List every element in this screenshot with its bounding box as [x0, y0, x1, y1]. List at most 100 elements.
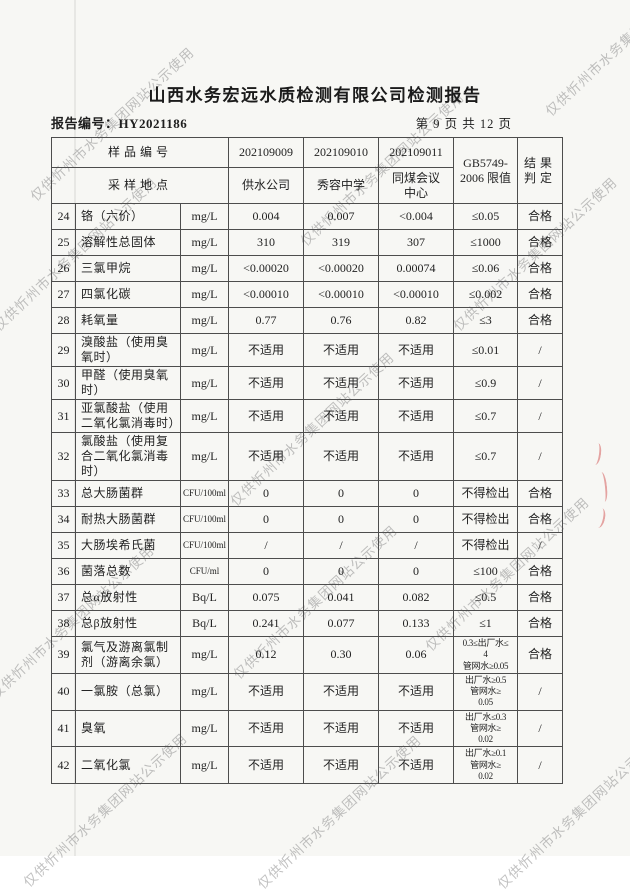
result-value: 合格: [517, 584, 564, 611]
value-sample-2: 0: [303, 480, 380, 507]
limit-value: 出厂水≥0.1 管网水≥ 0.02: [453, 746, 519, 784]
parameter-name: 三氯甲烷: [75, 255, 181, 282]
parameter-name: 耐热大肠菌群: [75, 506, 181, 533]
value-sample-3: 0.82: [378, 307, 455, 334]
parameter-name: 溴酸盐（使用臭氧时）: [75, 333, 181, 367]
table-row: 33 总大肠菌群 CFU/100ml 0 0 0 不得检出 合格: [51, 480, 564, 507]
unit: mg/L: [179, 432, 230, 481]
row-number: 37: [51, 584, 76, 611]
table-row: 29 溴酸盐（使用臭氧时） mg/L 不适用 不适用 不适用 ≤0.01/: [51, 333, 564, 367]
row-number: 24: [51, 203, 76, 230]
value-sample-2: 不适用: [303, 709, 380, 748]
row-number: 26: [51, 255, 76, 282]
table-row: 25 溶解性总固体 mg/L 310 319 307 ≤1000 合格: [51, 229, 564, 256]
result-value: /: [517, 399, 564, 433]
value-sample-2: 不适用: [303, 746, 380, 784]
value-sample-1: 不适用: [228, 366, 305, 400]
value-sample-1: 不适用: [228, 333, 305, 367]
table-row: 24 铬（六价） mg/L 0.004 0.007 <0.004 ≤0.05 合格: [51, 203, 564, 230]
table-row: 37 总α放射性 Bq/L 0.075 0.041 0.082 ≤0.5 合格: [51, 584, 564, 611]
table-row: 39 氯气及游离氯制剂（游离余氯） mg/L 0.12 0.30 0.06 0.3≤出厂水≤…: [51, 636, 564, 674]
parameter-name: 总大肠菌群: [75, 480, 181, 507]
table-row: 36 菌落总数 CFU/ml 0 0 0 ≤100 合格: [51, 558, 564, 585]
result-value: 合格: [517, 307, 564, 334]
unit: CFU/100ml: [179, 506, 230, 533]
row-number: 30: [51, 366, 76, 400]
limit-value: 不得检出: [453, 532, 519, 559]
value-sample-2: <0.00010: [303, 281, 380, 308]
value-sample-1: 不适用: [228, 709, 305, 748]
location-row-label: 采样地点: [50, 167, 230, 204]
value-sample-2: 不适用: [303, 399, 380, 433]
value-sample-3: 不适用: [378, 672, 455, 711]
value-sample-1: 不适用: [228, 672, 305, 711]
location-3: 同煤会议 中心: [378, 167, 455, 204]
value-sample-3: 不适用: [378, 709, 455, 748]
value-sample-2: 0.041: [303, 584, 380, 611]
report-number-label: 报告编号：: [51, 116, 119, 131]
row-number: 41: [51, 709, 76, 748]
unit: mg/L: [179, 229, 230, 256]
value-sample-3: 0: [378, 506, 455, 533]
value-sample-3: 不适用: [378, 746, 455, 784]
header-row-sample-id: 样品编号 202109009 202109010 202109011 GB574…: [50, 137, 564, 204]
unit: mg/L: [179, 307, 230, 334]
result-value: /: [517, 746, 564, 784]
row-number: 33: [51, 480, 76, 507]
result-value: 合格: [517, 281, 564, 308]
limit-value: ≤1: [453, 610, 519, 637]
limit-value: ≤0.9: [453, 366, 519, 400]
parameter-name: 氯气及游离氯制剂（游离余氯）: [75, 636, 181, 674]
report-number-value: HY2021186: [118, 116, 188, 131]
value-sample-1: 不适用: [228, 399, 305, 433]
results-table: 样品编号 202109009 202109010 202109011 GB574…: [50, 137, 564, 784]
value-sample-1: 0.075: [228, 584, 305, 611]
table-row: 34 耐热大肠菌群 CFU/100ml 0 0 0 不得检出 合格: [51, 506, 564, 533]
limit-column-header: GB5749- 2006 限值: [453, 137, 519, 204]
unit: mg/L: [179, 366, 230, 400]
parameter-name: 一氯胺（总氯）: [75, 672, 181, 711]
value-sample-1: 0: [228, 480, 305, 507]
parameter-name: 氯酸盐（使用复合二氧化氯消毒时）: [75, 432, 181, 481]
value-sample-1: 不适用: [228, 746, 305, 784]
unit: mg/L: [179, 636, 230, 674]
limit-value: ≤1000: [453, 229, 519, 256]
row-number: 25: [51, 229, 76, 256]
value-sample-3: /: [378, 532, 455, 559]
limit-value: ≤0.7: [453, 432, 519, 481]
result-value: 合格: [517, 203, 564, 230]
result-value: 合格: [517, 229, 564, 256]
table-row: 41 臭氧 mg/L 不适用 不适用 不适用 出厂水≤0.3 管网水≥ 0.02/: [51, 709, 564, 748]
value-sample-2: 不适用: [303, 333, 380, 367]
row-number: 35: [51, 532, 76, 559]
page-title: 山西水务宏远水质检测有限公司检测报告: [148, 86, 482, 105]
value-sample-3: 0: [378, 558, 455, 585]
table-row: 26 三氯甲烷 mg/L <0.00020 <0.00020 0.00074 ≤0.06 合格: [51, 255, 564, 282]
unit: mg/L: [179, 709, 230, 748]
result-value: 合格: [517, 255, 564, 282]
result-value: /: [517, 432, 564, 481]
table-row: 32 氯酸盐（使用复合二氧化氯消毒时） mg/L 不适用 不适用 不适用 ≤0.7/: [51, 432, 564, 481]
value-sample-1: 310: [228, 229, 305, 256]
result-column-header: 结果 判定: [517, 137, 564, 204]
parameter-name: 四氯化碳: [75, 281, 181, 308]
result-value: /: [517, 672, 564, 711]
value-sample-1: 0.77: [228, 307, 305, 334]
table-row: 30 甲醛（使用臭氧时） mg/L 不适用 不适用 不适用 ≤0.9/: [51, 366, 564, 400]
limit-value: 0.3≤出厂水≤ 4 管网水≥0.05: [453, 636, 519, 674]
row-number: 27: [51, 281, 76, 308]
limit-value: ≤0.5: [453, 584, 519, 611]
results-table-body: 24 铬（六价） mg/L 0.004 0.007 <0.004 ≤0.05 合格 25 溶解性总…: [51, 203, 564, 784]
value-sample-1: /: [228, 532, 305, 559]
value-sample-1: 0: [228, 558, 305, 585]
parameter-name: 亚氯酸盐（使用二氧化氯消毒时）: [75, 399, 181, 433]
unit: CFU/100ml: [179, 532, 230, 559]
limit-value: 不得检出: [453, 480, 519, 507]
value-sample-2: 319: [303, 229, 380, 256]
value-sample-2: /: [303, 532, 380, 559]
row-number: 42: [51, 746, 76, 784]
value-sample-2: 0.077: [303, 610, 380, 637]
result-value: 合格: [517, 610, 564, 637]
value-sample-3: 0.00074: [378, 255, 455, 282]
unit: mg/L: [179, 333, 230, 367]
